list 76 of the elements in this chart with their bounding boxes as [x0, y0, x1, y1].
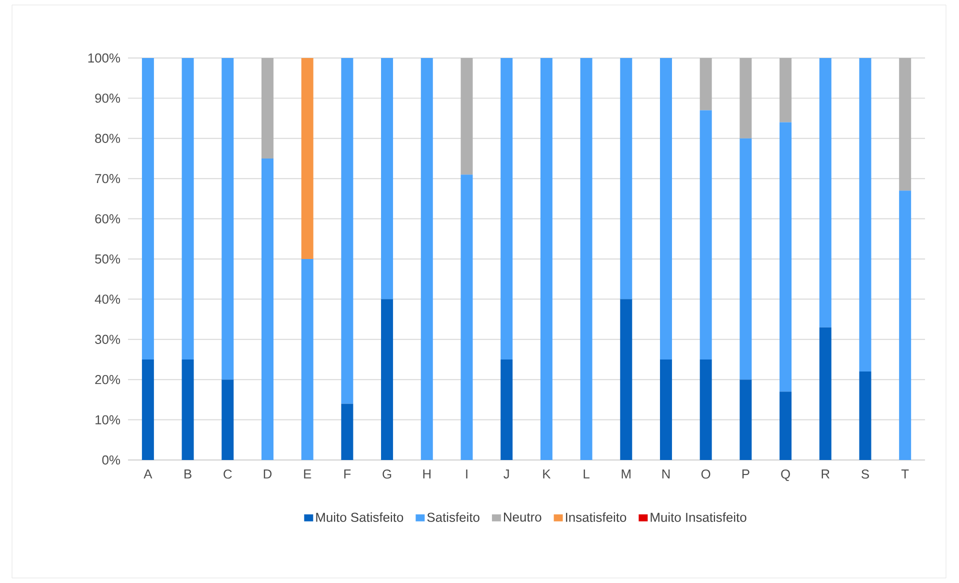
x-tick-label: Q — [781, 470, 790, 481]
x-tick-label: A — [144, 470, 152, 478]
x-tick-label: M — [622, 470, 630, 478]
bar — [460, 58, 473, 175]
bar — [341, 404, 354, 460]
y-tick-label: 0% — [102, 455, 120, 465]
bar — [780, 122, 792, 392]
x-tick-label: C — [224, 470, 232, 479]
bar — [620, 58, 632, 300]
bar — [859, 372, 872, 460]
legend-label: Neutro — [504, 512, 542, 522]
x-tick-label: R — [822, 470, 830, 478]
legend-label: Muito Insatisfeito — [650, 512, 746, 522]
bar — [420, 58, 433, 460]
x-tick-label: O — [701, 470, 710, 479]
bar — [301, 258, 314, 460]
bar — [381, 58, 394, 300]
bar — [222, 58, 234, 380]
x-tick-label: F — [344, 470, 351, 478]
bar — [740, 138, 752, 380]
bar — [780, 392, 792, 460]
bar — [182, 58, 194, 360]
bar — [740, 380, 752, 460]
bar — [700, 110, 712, 360]
x-tick-label: E — [304, 470, 312, 478]
bar — [301, 58, 314, 259]
x-tick-label: D — [264, 470, 272, 478]
y-tick-label: 90% — [95, 94, 120, 103]
x-tick-label: L — [584, 470, 590, 478]
y-tick-label: 60% — [95, 214, 120, 224]
bar — [780, 58, 792, 122]
bar — [500, 359, 513, 460]
x-tick-label: K — [543, 470, 551, 478]
x-tick-label: J — [504, 470, 509, 479]
bar — [580, 58, 592, 460]
y-tick-label: 70% — [95, 174, 120, 184]
bar — [899, 58, 912, 191]
y-tick-label: 30% — [95, 334, 120, 344]
x-tick-label: N — [662, 470, 670, 478]
bar — [182, 359, 194, 460]
bar — [899, 190, 912, 460]
legend-label: Insatisfeito — [566, 512, 626, 522]
x-tick-label: H — [423, 470, 431, 478]
bar — [381, 299, 394, 460]
x-tick-label: G — [382, 470, 392, 479]
x-tick-label: B — [184, 470, 192, 478]
bar — [222, 380, 234, 460]
bar — [500, 58, 513, 360]
y-tick-label: 10% — [96, 415, 120, 424]
bar — [700, 58, 712, 110]
bar — [620, 299, 632, 460]
legend-label: Satisfeito — [427, 512, 480, 522]
bar — [142, 58, 154, 360]
bar — [660, 58, 672, 360]
bar — [142, 359, 154, 460]
bar — [819, 327, 832, 460]
x-tick-label: S — [862, 470, 869, 479]
y-tick-label: 80% — [95, 134, 120, 143]
bar — [660, 359, 672, 460]
bar — [460, 174, 473, 460]
y-tick-label: 40% — [94, 294, 120, 304]
bar — [700, 359, 712, 460]
legend-label: Muito Satisfeito — [316, 512, 404, 522]
bar — [341, 58, 354, 404]
bar — [261, 158, 274, 460]
x-tick-label: I — [466, 470, 468, 478]
y-tick-label: 50% — [95, 254, 120, 264]
bar — [740, 58, 752, 138]
bar — [859, 58, 872, 372]
x-tick-label: P — [742, 470, 750, 478]
bar — [819, 58, 832, 328]
y-tick-label: 100% — [88, 53, 120, 63]
x-tick-label: T — [901, 470, 909, 478]
y-tick-label: 20% — [95, 375, 120, 384]
bar — [261, 58, 274, 158]
bar — [540, 58, 552, 460]
